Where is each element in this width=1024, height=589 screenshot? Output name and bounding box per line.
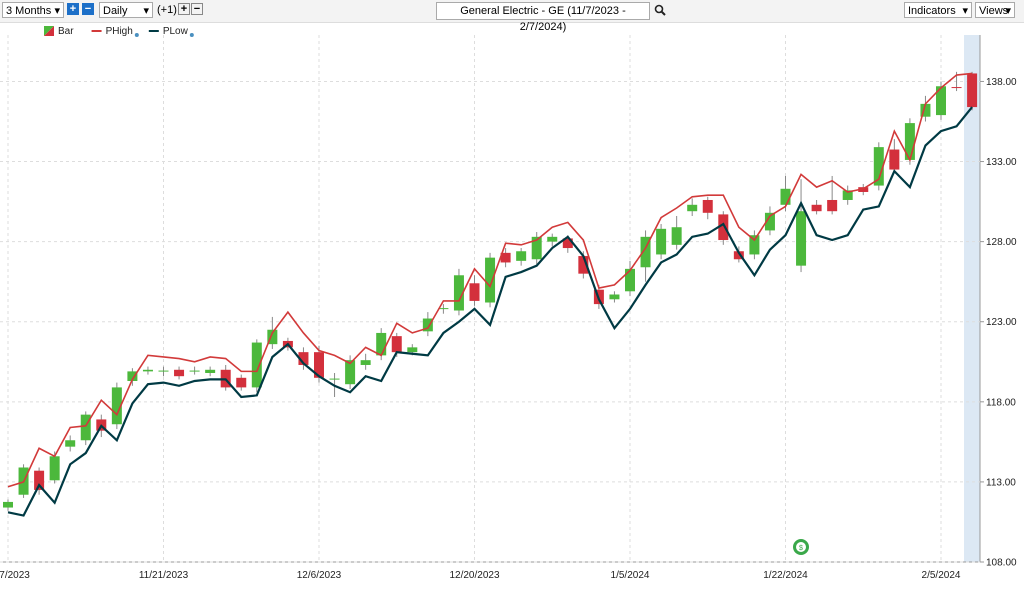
legend-label: PHigh: [106, 26, 133, 37]
legend-dot: [134, 33, 139, 37]
candle-body: [718, 214, 729, 241]
legend-label: Bar: [58, 26, 74, 37]
y-tick-label: 123.00: [986, 317, 1017, 328]
symbol-title[interactable]: General Electric - GE (11/7/2023 - 2/7/2…: [436, 2, 650, 33]
x-tick-label: 11/21/2023: [139, 570, 189, 581]
candle-body: [314, 352, 324, 378]
x-tick-label: 12/6/2023: [297, 570, 342, 581]
candle-body: [127, 371, 138, 381]
candle-body: [951, 87, 962, 89]
search-icon[interactable]: [654, 4, 666, 16]
offset-label: (+1): [157, 4, 177, 16]
candle-body: [827, 199, 838, 212]
candle-body: [142, 369, 153, 372]
candle-body: [516, 251, 527, 261]
candle-body: [267, 329, 278, 345]
event-icon: $: [793, 539, 809, 555]
candle-body: [65, 440, 76, 447]
candle-body: [469, 283, 480, 301]
svg-text:$: $: [799, 545, 803, 552]
candle-body: [733, 251, 744, 260]
candle-body: [671, 227, 682, 245]
candle-body: [796, 211, 807, 266]
legend-label: PLow: [163, 26, 189, 37]
candle-body: [80, 414, 91, 441]
toolbar: 3 Months + − Daily (+1) + − General Elec…: [0, 0, 1024, 33]
zoom-out[interactable]: −: [82, 3, 94, 15]
candle-body: [453, 275, 464, 311]
y-tick-label: 128.00: [986, 237, 1017, 248]
candle-body: [236, 377, 247, 388]
y-tick-label: 113.00: [986, 477, 1016, 488]
x-tick-label: 12/20/2023: [449, 570, 499, 581]
candle-body: [485, 257, 496, 303]
candle-body: [967, 73, 978, 108]
candle-body: [422, 318, 433, 332]
candle-body: [531, 236, 542, 260]
y-tick-label: 108.00: [986, 558, 1017, 569]
candle-body: [407, 347, 418, 353]
candle-body: [780, 188, 791, 205]
candle-body: [920, 103, 931, 117]
legend-dot: [189, 33, 194, 37]
candle-body: [656, 228, 667, 255]
candle-body: [889, 149, 900, 170]
candle-body: [578, 256, 589, 274]
candle-body: [438, 308, 449, 310]
candle-body: [34, 470, 45, 490]
interval-select[interactable]: Daily: [99, 2, 153, 19]
candle-body: [702, 199, 713, 213]
candle-body: [158, 370, 169, 372]
candle-body: [640, 236, 651, 268]
offset-minus[interactable]: −: [191, 3, 203, 15]
candle-body: [500, 252, 511, 263]
candle-body: [3, 501, 13, 508]
candle-body: [936, 86, 946, 116]
candle-body: [764, 212, 775, 231]
legend-swatch: [44, 26, 54, 36]
candle-body: [562, 238, 573, 249]
candle-body: [873, 147, 884, 186]
candle-body: [298, 352, 309, 365]
y-tick-label: 133.00: [986, 157, 1017, 168]
candle-body: [345, 360, 356, 385]
current-bar-highlight: [964, 35, 980, 562]
candle-body: [842, 190, 853, 200]
chart: $ 108.00 113.00 118.00 123.00 128.00 133.00 13…: [0, 26, 1017, 581]
candle-body: [205, 369, 216, 373]
line-phigh: [7, 72, 973, 488]
y-tick-label: 138.00: [986, 77, 1017, 88]
candle-body: [360, 360, 371, 365]
line-plow: [7, 106, 973, 517]
candle-body: [625, 268, 635, 292]
range-select[interactable]: 3 Months: [2, 2, 64, 19]
x-tick-label: 1/22/2024: [763, 570, 808, 581]
y-tick-label: 118.00: [986, 397, 1016, 408]
views-select[interactable]: Views: [975, 2, 1015, 19]
x-tick-label: 11/7/2023: [0, 570, 30, 581]
candle-body: [391, 336, 402, 353]
candle-body: [174, 369, 185, 377]
candle-body: [749, 235, 760, 255]
candle-body: [609, 294, 620, 300]
candle-body: [251, 342, 262, 388]
candle-body: [49, 456, 60, 481]
candle-body: [547, 236, 558, 242]
offset-plus[interactable]: +: [178, 3, 190, 15]
candle-body: [687, 204, 698, 212]
candle-body: [189, 370, 200, 372]
candle-body: [904, 123, 915, 160]
indicators-select[interactable]: Indicators: [904, 2, 972, 19]
candle-body: [329, 378, 340, 380]
zoom-in[interactable]: +: [67, 3, 79, 15]
x-tick-label: 1/5/2024: [611, 570, 650, 581]
x-tick-label: 2/5/2024: [922, 570, 961, 581]
candle-body: [811, 204, 822, 212]
candle-body: [376, 332, 387, 356]
candle-body: [111, 387, 122, 425]
